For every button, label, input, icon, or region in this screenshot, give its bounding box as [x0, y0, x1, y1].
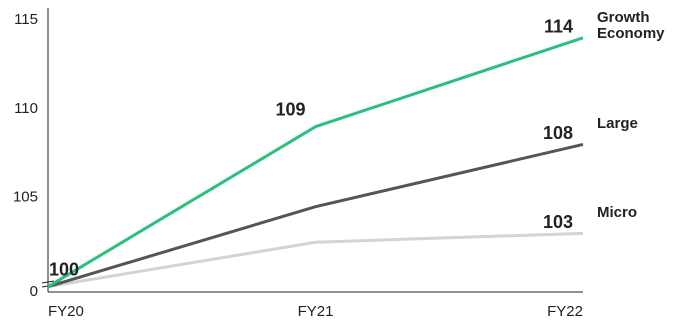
x-tick-label: FY20 [48, 303, 84, 320]
series-line [47, 142, 584, 289]
series-line [47, 231, 584, 289]
value-label: 114 [544, 17, 573, 37]
x-tick-label: FY22 [547, 303, 583, 320]
y-tick-label: 105 [13, 189, 38, 206]
axis-break [41, 280, 55, 284]
value-label: 109 [275, 99, 305, 119]
series-label: Micro [597, 204, 638, 222]
series-line [47, 36, 584, 288]
value-label: 108 [543, 123, 573, 143]
axis-break-label: 0 [30, 283, 38, 300]
value-label: 100 [49, 259, 79, 279]
y-tick-label: 110 [14, 100, 38, 117]
value-label: 103 [543, 212, 573, 232]
x-tick-label: FY21 [298, 303, 334, 320]
series-label: Large [597, 115, 638, 133]
y-tick-label: 115 [14, 11, 38, 28]
series-label: Growth Economy [597, 8, 665, 42]
